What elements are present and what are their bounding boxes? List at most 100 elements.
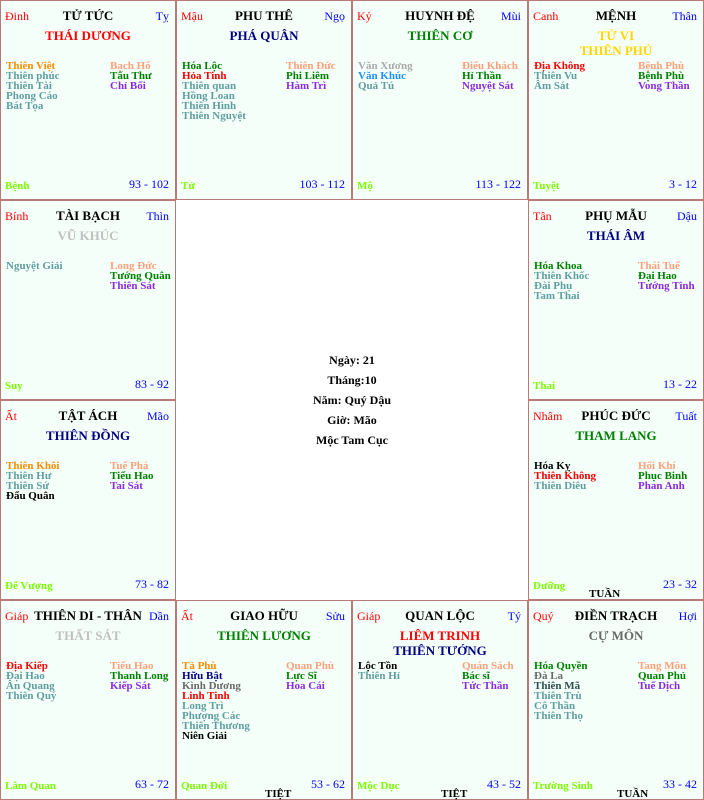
chart-center-info: Ngày: 21 Tháng:10 Năm: Quý Dậu Giờ: Mão … — [177, 201, 527, 599]
element-cuc: Mộc Tam Cục — [316, 433, 388, 447]
minor-star: Thiên Hỉ — [358, 670, 400, 682]
main-stars: THAM LANG — [529, 428, 703, 443]
main-star: THIÊN ĐỒNG — [45, 428, 131, 443]
life-stage: Thai — [533, 380, 556, 392]
palace-name: TỬ TỨC — [62, 8, 114, 23]
minor-stars-right: Quán Sách Bác sĩ Tức Thần — [462, 661, 514, 692]
minor-stars-right: Tiểu Hao Thanh Long Kiếp Sát — [110, 661, 168, 692]
main-star: LIÊM TRINH — [399, 628, 481, 643]
minor-star: Hóa Quyền — [534, 660, 588, 672]
life-stage: Lâm Quan — [5, 780, 57, 792]
minor-star: Hóa Kỵ — [534, 460, 571, 472]
age-range: 53 - 62 — [311, 777, 345, 791]
minor-star: Lực Sĩ — [286, 670, 317, 682]
minor-star: Thiên Quý — [6, 690, 57, 702]
minor-star: Thiên Vu — [534, 70, 578, 82]
minor-stars-left: Hóa Lộc Hỏa Tinh Thiên quan Hồng Loan Thiên … — [182, 61, 246, 122]
minor-star: Bệnh Phù — [638, 70, 685, 82]
minor-star: Tai Sát — [110, 480, 143, 492]
minor-star: Nguyệt Giải — [6, 260, 63, 272]
main-stars: LIÊM TRINH THIÊN TƯỚNG — [353, 628, 527, 658]
minor-star: Nguyệt Sát — [462, 80, 514, 92]
heavenly-stem: Tân — [533, 209, 552, 223]
minor-star: Lộc Tồn — [358, 660, 398, 672]
minor-star: Chỉ Bối — [110, 80, 146, 92]
palace-name: PHÚC ĐỨC — [581, 408, 651, 423]
palace-cell[interactable]: Canh MỆNH Thân TỬ VI THIÊN PHỦ Địa Không Thiên… — [528, 0, 704, 200]
age-range: 33 - 42 — [663, 777, 697, 791]
minor-star: Phi Liêm — [286, 70, 330, 82]
age-range: 73 - 82 — [135, 577, 169, 591]
palace-cell[interactable]: Giáp QUAN LỘC Tý LIÊM TRINH THIÊN TƯỚNG Lộc T… — [352, 600, 528, 800]
earthly-branch: Tỵ — [155, 9, 169, 23]
minor-star: Đài Phụ — [534, 280, 573, 292]
age-range: 3 - 12 — [669, 177, 697, 191]
main-star: THẤT SÁT — [55, 628, 121, 643]
minor-star: Long Trì — [182, 700, 224, 712]
age-range: 43 - 52 — [487, 777, 521, 791]
tuan-triet-marker: TUẦN — [589, 588, 621, 600]
palace-cell[interactable]: Tân PHỤ MẪU Dậu THÁI ÂM Hóa Khoa Thiên Khốc Đà… — [528, 200, 704, 400]
minor-stars-left: Văn Xương Văn Khúc Quả Tú — [358, 61, 413, 92]
minor-stars-right: Long Đức Tướng Quân Thiên Sát — [110, 260, 171, 292]
minor-star: Tướng Quân — [110, 270, 171, 282]
minor-star: Long Đức — [110, 260, 157, 272]
palace-cell[interactable]: Quý ĐIỀN TRẠCH Hợi CỰ MÔN Hóa Quyền Đà La Thiê… — [528, 600, 704, 800]
tuan-triet-marker: TUẦN — [617, 788, 649, 800]
palace-cell[interactable]: Đinh TỬ TỨC Tỵ THÁI DƯƠNG Thiên Việt Thiên ph… — [0, 0, 176, 200]
minor-stars-right: Tang Môn Quan Phủ Tuế Dịch — [638, 660, 687, 692]
tuan-triet-marker: TIỆT — [265, 788, 292, 800]
palace-cell[interactable]: Giáp THIÊN DI - THÂN Dần THẤT SÁT Địa Kiếp Đạ… — [0, 600, 176, 800]
palace-cell[interactable]: Kỷ HUYNH ĐỆ Mùi THIÊN CƠ Văn Xương Văn Khúc Qu… — [352, 0, 528, 200]
earthly-branch: Ngọ — [324, 9, 345, 23]
age-range: 93 - 102 — [129, 177, 169, 191]
minor-stars-right: Tuế Phá Tiểu Hao Tai Sát — [110, 461, 154, 492]
minor-star: Thiên Nguyệt — [182, 110, 246, 122]
heavenly-stem: Ất — [181, 609, 193, 623]
main-star: TỬ VI — [597, 28, 635, 43]
minor-stars-left: Lộc Tồn Thiên Hỉ — [358, 660, 400, 682]
palace-cell[interactable]: Ất GIAO HỮU Sửu THIÊN LƯƠNG Tả Phù Hữu Bật Kìn… — [176, 600, 352, 800]
minor-stars-left: Hóa Quyền Đà La Thiên Mã Thiên Trù Cô Thần Th… — [534, 660, 588, 722]
palace-name: THIÊN DI - THÂN — [34, 608, 142, 623]
minor-star: Tang Môn — [638, 660, 687, 672]
age-range: 113 - 122 — [475, 177, 521, 191]
earthly-branch: Thìn — [146, 209, 169, 223]
age-range: 103 - 112 — [299, 177, 345, 191]
heavenly-stem: Mậu — [181, 9, 203, 23]
palace-name: GIAO HỮU — [230, 608, 298, 623]
main-stars: PHÁ QUÂN — [177, 28, 351, 43]
minor-star: Niên Giải — [182, 730, 227, 742]
minor-stars-right: Hối Khí Phục Binh Phan Anh — [638, 460, 687, 492]
earthly-branch: Dậu — [677, 209, 697, 223]
minor-stars-left: Nguyệt Giải — [6, 260, 63, 272]
minor-star: Linh Tinh — [182, 690, 230, 702]
life-stage: Tuyệt — [533, 180, 560, 192]
heavenly-stem: Kỷ — [357, 9, 372, 23]
minor-star: Tấu Thư — [110, 70, 152, 82]
main-star: THIÊN CƠ — [407, 28, 473, 43]
minor-stars-right: Thái Tuế Đại Hao Tướng Tinh — [638, 261, 695, 292]
minor-star: Thiên Diêu — [534, 480, 587, 492]
minor-star: Âm Sát — [534, 80, 570, 92]
palace-name: ĐIỀN TRẠCH — [574, 608, 658, 623]
minor-star: Thiên Tài — [6, 80, 52, 92]
palace-cell[interactable]: Bính TÀI BẠCH Thìn VŨ KHÚC Nguyệt Giải Long Đ… — [0, 200, 176, 400]
palace-cell[interactable]: Mậu PHU THÊ Ngọ PHÁ QUÂN Hóa Lộc Hỏa Tinh Thiê… — [176, 0, 352, 200]
minor-stars-left: Hóa Khoa Thiên Khốc Đài Phụ Tam Thai — [534, 261, 589, 302]
palace-name: HUYNH ĐỆ — [405, 8, 475, 23]
minor-star: Vong Thần — [638, 80, 690, 92]
minor-star: Đại Hao — [638, 270, 677, 282]
earthly-branch: Mão — [147, 409, 169, 423]
minor-stars-left: Địa Kiếp Đại Hao Ân Quang Thiên Quý — [6, 661, 57, 702]
palace-cell[interactable]: Nhâm PHÚC ĐỨC Tuất THAM LANG Hóa Kỵ Thiên Khô… — [528, 400, 704, 600]
minor-star: Hàm Trì — [286, 80, 327, 92]
minor-star: Bệnh Phù — [638, 60, 685, 72]
minor-star: Phượng Các — [182, 710, 241, 722]
minor-star: Cô Thần — [534, 700, 576, 712]
minor-star: Hối Khí — [638, 460, 676, 472]
minor-stars-right: Bạch Hổ Tấu Thư Chỉ Bối — [110, 61, 152, 92]
age-range: 23 - 32 — [663, 577, 697, 591]
minor-stars-right: Bệnh Phù Bệnh Phù Vong Thần — [638, 60, 690, 92]
palace-cell[interactable]: Ất TẬT ÁCH Mão THIÊN ĐỒNG Thiên Khôi Thiên Hư… — [0, 400, 176, 600]
